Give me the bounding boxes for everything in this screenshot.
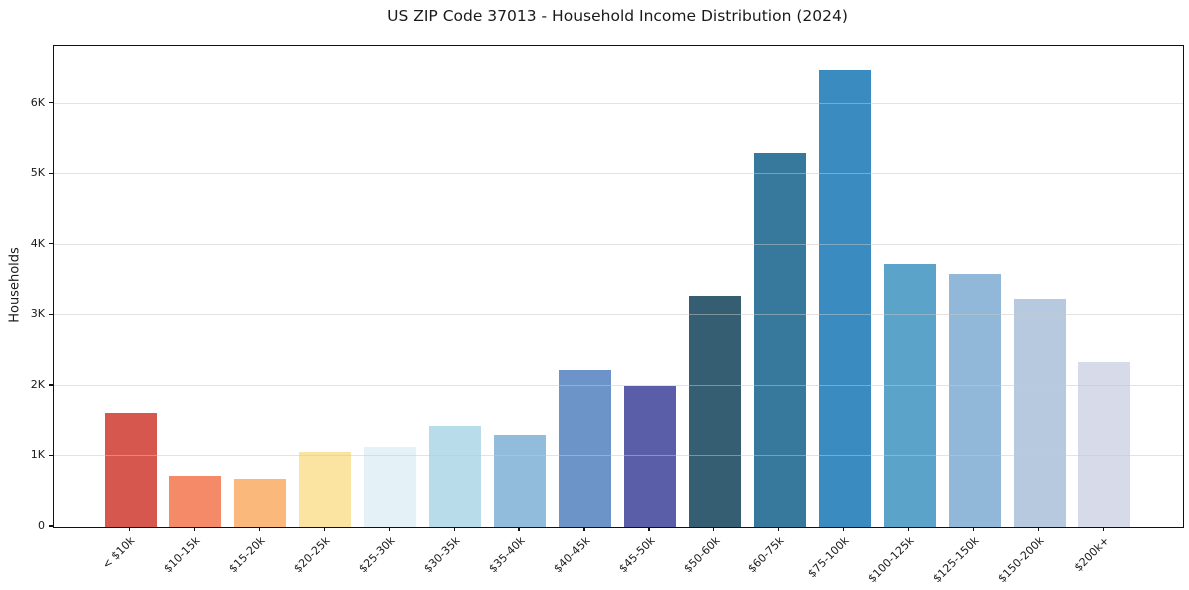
bar bbox=[688, 296, 741, 527]
y-axis-tick bbox=[49, 102, 53, 104]
bar bbox=[299, 452, 352, 527]
x-axis-tick bbox=[453, 527, 455, 532]
x-tick-label: < $10k bbox=[100, 534, 138, 572]
bar bbox=[623, 385, 676, 527]
y-tick-label: 0 bbox=[38, 519, 45, 532]
y-axis-tick bbox=[49, 243, 53, 245]
y-tick-label: 4K bbox=[30, 236, 45, 250]
x-axis-tick bbox=[648, 527, 650, 532]
x-tick-label: $75-100k bbox=[805, 534, 852, 581]
x-tick-label: $20-25k bbox=[291, 534, 333, 576]
x-axis-tick bbox=[778, 527, 780, 532]
y-tick-label: 5K bbox=[30, 166, 45, 180]
x-tick-label: $25-30k bbox=[356, 534, 398, 576]
plot-area bbox=[53, 45, 1184, 528]
bar bbox=[559, 369, 611, 527]
y-tick-label: 6K bbox=[30, 95, 45, 109]
bar bbox=[429, 426, 482, 527]
x-tick-label: $50-60k bbox=[680, 534, 723, 576]
x-tick-label: $150-200k bbox=[995, 534, 1047, 586]
x-axis-tick bbox=[193, 527, 196, 532]
x-axis-tick bbox=[713, 527, 715, 532]
bar bbox=[234, 479, 287, 527]
x-axis-tick bbox=[583, 527, 585, 532]
x-tick-label: $10-15k bbox=[161, 534, 203, 576]
bar bbox=[948, 273, 1001, 527]
y-axis-tick bbox=[49, 313, 53, 315]
bar bbox=[169, 476, 222, 527]
bar bbox=[104, 412, 157, 527]
x-axis-tick bbox=[908, 527, 910, 532]
x-axis-tick bbox=[972, 527, 975, 532]
x-axis-tick bbox=[1102, 527, 1105, 532]
x-tick-label: $45-50k bbox=[615, 534, 658, 576]
x-tick-label: $125-150k bbox=[930, 534, 982, 586]
chart-title: US ZIP Code 37013 - Household Income Dis… bbox=[387, 7, 848, 25]
y-axis-tick bbox=[49, 384, 53, 386]
gridline bbox=[54, 102, 1183, 104]
bar bbox=[818, 69, 871, 527]
x-axis-tick bbox=[518, 527, 520, 532]
x-axis-tick bbox=[258, 527, 260, 532]
bar bbox=[1078, 361, 1131, 527]
bar bbox=[753, 153, 806, 527]
bar bbox=[364, 446, 417, 527]
bar bbox=[883, 263, 936, 527]
x-tick-label: $60-75k bbox=[745, 534, 788, 576]
x-tick-label: $100-125k bbox=[865, 534, 917, 586]
x-axis-tick bbox=[388, 527, 390, 532]
x-tick-label: $35-40k bbox=[486, 534, 528, 576]
x-tick-label: $15-20k bbox=[226, 534, 268, 576]
y-axis-tick bbox=[49, 454, 53, 457]
y-axis-tick bbox=[49, 525, 53, 527]
bar bbox=[494, 434, 547, 527]
x-tick-label: $30-35k bbox=[421, 534, 463, 576]
gridline bbox=[54, 173, 1183, 175]
y-tick-label: 1K bbox=[30, 448, 45, 462]
x-tick-label: $40-45k bbox=[550, 534, 593, 576]
x-axis-tick bbox=[843, 527, 845, 532]
x-axis-tick bbox=[1037, 527, 1040, 532]
bar bbox=[1013, 298, 1066, 527]
y-tick-label: 3K bbox=[30, 307, 45, 321]
x-axis-tick bbox=[323, 527, 325, 532]
x-axis-tick bbox=[128, 527, 131, 532]
x-tick-label: $200k+ bbox=[1071, 534, 1112, 575]
gridline bbox=[54, 243, 1183, 245]
y-tick-label: 2K bbox=[30, 377, 45, 391]
y-axis-tick bbox=[49, 172, 53, 174]
